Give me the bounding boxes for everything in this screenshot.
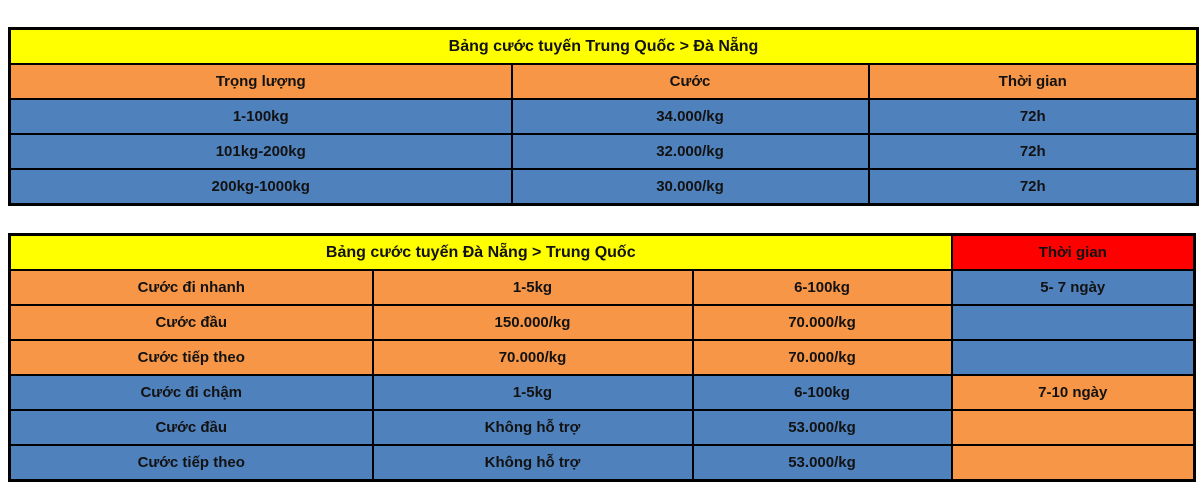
duration-cell <box>950 339 1196 376</box>
weight-cell: 101kg-200kg <box>8 133 513 170</box>
table-row: Bảng cước tuyến Đà Nẵng > Trung Quốc Thờ… <box>8 233 1196 271</box>
table2-title: Bảng cước tuyến Đà Nẵng > Trung Quốc <box>8 233 953 271</box>
tier1-cell: 150.000/kg <box>371 304 694 341</box>
tier2-cell: 70.000/kg <box>691 304 953 341</box>
table-row: 101kg-200kg 32.000/kg 72h <box>8 133 1199 170</box>
duration-cell <box>950 409 1196 446</box>
table-row: Cước đi nhanh 1-5kg 6-100kg 5- 7 ngày <box>8 269 1196 306</box>
rate-cell: 32.000/kg <box>510 133 870 170</box>
tier1-cell: 1-5kg <box>371 374 694 411</box>
tier2-cell: 6-100kg <box>691 374 953 411</box>
table-row: Cước đầu Không hỗ trợ 53.000/kg <box>8 409 1196 446</box>
service-cell: Cước đi nhanh <box>8 269 374 306</box>
header-rate: Cước <box>510 63 870 100</box>
tier2-cell: 53.000/kg <box>691 444 953 482</box>
rate-table-china-to-danang: Bảng cước tuyến Trung Quốc > Đà Nẵng Trọ… <box>8 27 1199 206</box>
duration-cell: 5- 7 ngày <box>950 269 1196 306</box>
header-duration: Thời gian <box>867 63 1199 100</box>
table-row: Cước tiếp theo Không hỗ trợ 53.000/kg <box>8 444 1196 482</box>
tier1-cell: Không hỗ trợ <box>371 444 694 482</box>
duration-cell: 7-10 ngày <box>950 374 1196 411</box>
table-row: 200kg-1000kg 30.000/kg 72h <box>8 168 1199 206</box>
duration-cell <box>950 444 1196 482</box>
tier2-cell: 53.000/kg <box>691 409 953 446</box>
tier1-cell: Không hỗ trợ <box>371 409 694 446</box>
header-weight: Trọng lượng <box>8 63 513 100</box>
service-cell: Cước tiếp theo <box>8 444 374 482</box>
table-row: Bảng cước tuyến Trung Quốc > Đà Nẵng <box>8 27 1199 65</box>
tier1-cell: 1-5kg <box>371 269 694 306</box>
table-row: Cước tiếp theo 70.000/kg 70.000/kg <box>8 339 1196 376</box>
table-row: Trọng lượng Cước Thời gian <box>8 63 1199 100</box>
duration-cell: 72h <box>867 133 1199 170</box>
service-cell: Cước đầu <box>8 304 374 341</box>
table-row: Cước đi chậm 1-5kg 6-100kg 7-10 ngày <box>8 374 1196 411</box>
tier2-cell: 6-100kg <box>691 269 953 306</box>
service-cell: Cước tiếp theo <box>8 339 374 376</box>
rate-cell: 34.000/kg <box>510 98 870 135</box>
duration-cell: 72h <box>867 98 1199 135</box>
service-cell: Cước đi chậm <box>8 374 374 411</box>
service-cell: Cước đầu <box>8 409 374 446</box>
table-row: Cước đầu 150.000/kg 70.000/kg <box>8 304 1196 341</box>
weight-cell: 1-100kg <box>8 98 513 135</box>
table2-time-header: Thời gian <box>950 233 1196 271</box>
rate-table-danang-to-china: Bảng cước tuyến Đà Nẵng > Trung Quốc Thờ… <box>8 233 1197 482</box>
table-row: 1-100kg 34.000/kg 72h <box>8 98 1199 135</box>
weight-cell: 200kg-1000kg <box>8 168 513 206</box>
rate-cell: 30.000/kg <box>510 168 870 206</box>
table1-title: Bảng cước tuyến Trung Quốc > Đà Nẵng <box>8 27 1199 65</box>
duration-cell: 72h <box>867 168 1199 206</box>
duration-cell <box>950 304 1196 341</box>
tier1-cell: 70.000/kg <box>371 339 694 376</box>
tier2-cell: 70.000/kg <box>691 339 953 376</box>
